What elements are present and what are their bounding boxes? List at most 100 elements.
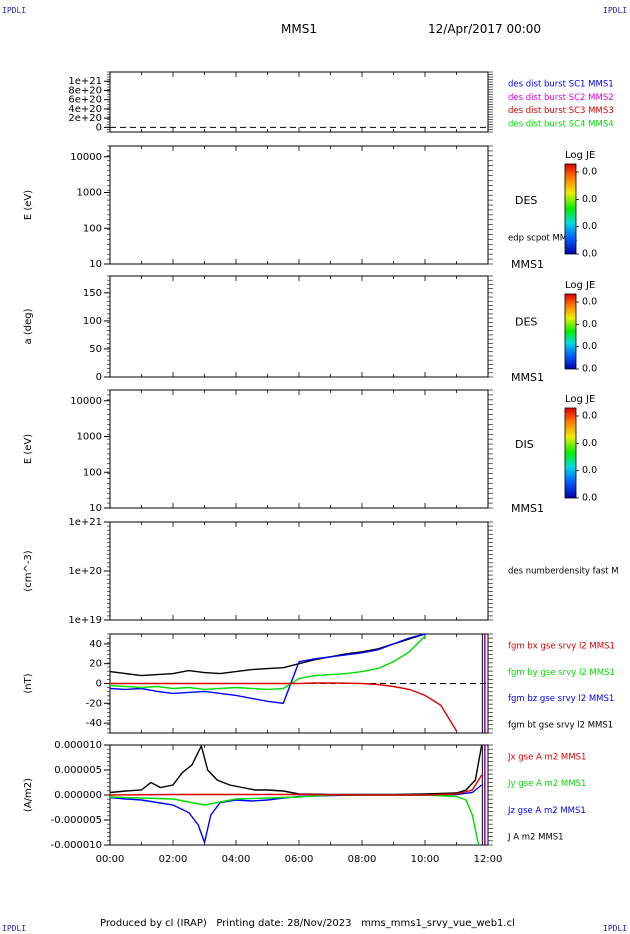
legend-entry: des dist burst SC4 MMS4	[508, 120, 614, 130]
y-tick-label: 8e+20	[68, 85, 102, 96]
datetime-title: 12/Apr/2017 00:00	[428, 22, 542, 36]
y-tick-label: 10	[89, 259, 102, 270]
colorbar-tick-label: 0.0	[582, 465, 597, 476]
series-group-current	[109, 744, 483, 846]
spacecraft-title: MMS1	[281, 22, 317, 36]
panel-frame-burst	[109, 71, 489, 133]
colorbar-tick-label: 0.0	[582, 411, 597, 422]
y-tick-label: 0	[96, 372, 102, 383]
y-tick-label: 10000	[70, 152, 102, 163]
corner-label-top-right: IPDLI	[603, 6, 628, 15]
footer: Produced by cl (IRAP) Printing date: 28/…	[100, 918, 515, 929]
series-line	[109, 635, 426, 691]
legend-entry: des dist burst SC1 MMS1	[508, 80, 614, 90]
species-label: DES	[515, 316, 537, 329]
y-tick-label: 6e+20	[68, 95, 102, 106]
legend-entry: J A m2 MMS1	[507, 833, 564, 843]
y-tick-label: 0.000000	[54, 790, 102, 801]
series-line	[109, 633, 426, 677]
species-label: DES	[515, 194, 537, 207]
colorbar-tick-label: 0.0	[582, 438, 597, 449]
colorbar-tick-label: 0.0	[582, 341, 597, 352]
corner-label-top-left: IPDLI	[2, 6, 27, 15]
instrument-label: MMS1	[511, 258, 544, 271]
legend-entry: fgm bz gse srvy l2 MMS1	[508, 694, 614, 704]
panel-frame-dis-energy	[109, 389, 489, 509]
legend-entry: fgm bx gse srvy l2 MMS1	[508, 642, 615, 652]
legend-entry: des dist burst SC3 MMS3	[508, 106, 614, 116]
colorbar-tick-label: 0.0	[582, 364, 597, 375]
y-tick-label: 20	[89, 659, 102, 670]
y-tick-label: 10000	[70, 396, 102, 407]
panel-frame-des-pitch	[109, 275, 489, 378]
y-tick-label: 1e+20	[68, 566, 102, 577]
y-tick-label: -20	[86, 698, 102, 709]
x-tick-label: 06:00	[285, 854, 314, 865]
series-line	[109, 774, 483, 796]
colorbar	[564, 407, 577, 499]
y-tick-label: 0	[96, 122, 102, 133]
series-group-fgm	[109, 633, 458, 732]
y-axis-label: (nT)	[23, 673, 34, 693]
y-tick-label: -40	[86, 718, 102, 729]
y-axis-label: E (eV)	[23, 434, 34, 464]
legend-entry: Jy gse A m2 MMS1	[507, 779, 586, 789]
y-tick-label: 100	[83, 316, 102, 327]
y-tick-label: -0.000010	[51, 840, 102, 851]
series-line	[109, 633, 426, 705]
scpot-legend: edp scpot MMS1	[508, 234, 578, 244]
colorbar-title: Log JE	[565, 150, 595, 161]
x-tick-label: 12:00	[474, 854, 503, 865]
colorbar-tick-label: 0.0	[582, 221, 597, 232]
panel-frame-des-energy	[109, 145, 489, 265]
legend-entry: fgm by gse srvy l2 MMS1	[508, 668, 615, 678]
y-tick-label: 0	[96, 679, 102, 690]
series-line	[110, 682, 458, 732]
colorbar-tick-label: 0.0	[582, 297, 597, 308]
y-tick-label: 2e+20	[68, 113, 102, 124]
series-line	[109, 794, 480, 846]
series-line	[109, 744, 483, 796]
colorbar-tick-label: 0.0	[582, 249, 597, 260]
y-tick-label: 150	[83, 288, 102, 299]
colorbar-tick-label: 0.0	[582, 167, 597, 178]
y-tick-label: 0.000010	[54, 740, 102, 751]
y-tick-label: 1e+21	[68, 517, 102, 528]
x-tick-label: 02:00	[159, 854, 188, 865]
x-tick-label: 00:00	[96, 854, 125, 865]
x-tick-label: 08:00	[348, 854, 377, 865]
y-tick-label: 50	[89, 344, 102, 355]
y-tick-label: 1e+19	[68, 615, 102, 626]
colorbar	[564, 163, 577, 255]
y-axis-label: a (deg)	[23, 308, 34, 344]
y-tick-label: 1000	[77, 432, 102, 443]
y-axis-label: E (eV)	[23, 190, 34, 220]
y-tick-label: 10	[89, 503, 102, 514]
colorbar	[564, 293, 577, 370]
instrument-label: MMS1	[511, 502, 544, 515]
instrument-label: MMS1	[511, 371, 544, 384]
legend-entry: Jx gse A m2 MMS1	[507, 753, 586, 763]
y-tick-label: -0.000005	[51, 815, 102, 826]
y-tick-label: 1e+21	[68, 76, 102, 87]
y-axis-label: (cm^-3)	[23, 550, 34, 591]
colorbar-title: Log JE	[565, 394, 595, 405]
x-tick-label: 04:00	[222, 854, 251, 865]
y-tick-label: 1000	[77, 188, 102, 199]
footer-produced-by: Produced by cl (IRAP)	[100, 918, 207, 929]
y-tick-label: 4e+20	[68, 104, 102, 115]
colorbar-tick-label: 0.0	[582, 319, 597, 330]
corner-label-bottom-right: IPDLI	[603, 924, 628, 933]
y-tick-label: 40	[89, 639, 102, 650]
colorbar-tick-label: 0.0	[582, 194, 597, 205]
colorbar-tick-label: 0.0	[582, 493, 597, 504]
colorbar-title: Log JE	[565, 280, 595, 291]
footer-printing-date: Printing date: 28/Nov/2023	[216, 918, 352, 929]
y-tick-label: 100	[83, 223, 102, 234]
y-tick-label: 0.000005	[54, 765, 102, 776]
legend-entry: fgm bt gse srvy l2 MMS1	[508, 721, 613, 731]
y-axis-label: (A/m2)	[23, 778, 34, 812]
corner-label-bottom-left: IPDLI	[2, 924, 27, 933]
panel-frame-density	[109, 521, 489, 621]
